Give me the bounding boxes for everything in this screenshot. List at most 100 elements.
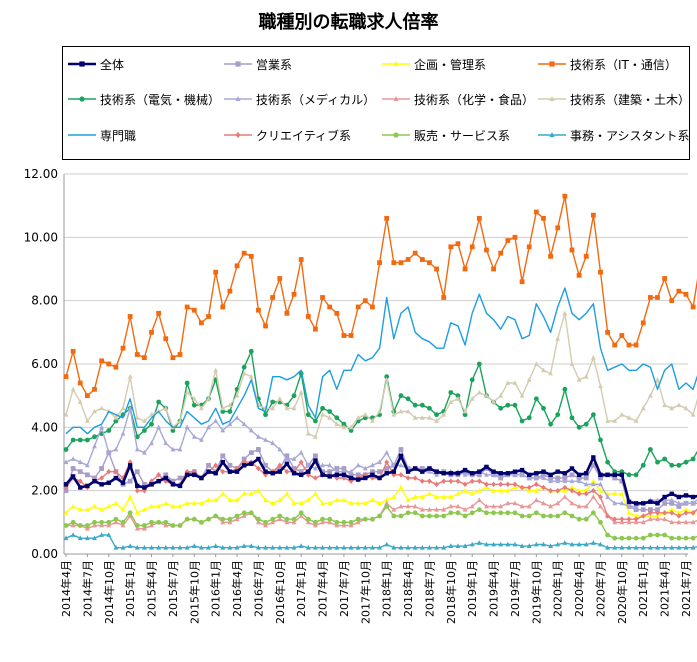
data-point	[469, 377, 475, 383]
data-point	[291, 471, 297, 476]
data-point	[448, 543, 454, 549]
data-point	[434, 513, 439, 519]
data-point	[583, 516, 589, 522]
data-point	[533, 541, 539, 547]
data-point	[334, 310, 340, 316]
x-tick-label: 2020年1月	[551, 560, 565, 617]
data-point	[320, 295, 325, 300]
data-point	[462, 408, 468, 414]
x-tick-label: 2018年4月	[401, 560, 415, 617]
data-point	[548, 503, 553, 509]
data-point	[291, 500, 297, 506]
legend-swatch	[538, 96, 566, 102]
data-point	[569, 513, 575, 519]
data-point	[277, 276, 283, 281]
data-point	[291, 456, 297, 461]
data-point	[227, 409, 233, 414]
data-point	[320, 544, 325, 550]
data-point	[213, 418, 219, 423]
data-point	[313, 465, 318, 471]
data-point	[619, 333, 625, 338]
data-point	[341, 466, 347, 471]
data-point	[92, 386, 97, 392]
legend-item: 技術系（建築・土木）	[537, 89, 690, 109]
data-point	[498, 392, 504, 398]
data-point	[555, 335, 561, 341]
data-point	[669, 405, 675, 411]
data-point	[120, 480, 126, 485]
data-point	[199, 437, 204, 442]
data-point	[669, 519, 675, 525]
data-point	[70, 348, 76, 354]
data-point	[476, 540, 482, 545]
data-point	[519, 484, 525, 491]
x-tick-label: 2015年10月	[187, 560, 201, 624]
data-point	[92, 478, 97, 484]
data-point	[127, 510, 133, 516]
data-point	[476, 478, 482, 484]
data-point	[263, 469, 268, 474]
data-point	[676, 544, 682, 550]
data-point	[448, 471, 454, 476]
data-point	[327, 462, 333, 468]
data-point	[149, 411, 154, 417]
data-point	[305, 314, 311, 319]
data-point	[569, 472, 575, 478]
data-point	[633, 418, 639, 423]
data-point	[199, 405, 204, 411]
data-point	[355, 544, 361, 550]
data-point	[633, 544, 639, 550]
data-point	[220, 453, 226, 459]
data-point	[141, 525, 147, 531]
series-line	[65, 480, 697, 517]
data-point	[491, 541, 496, 547]
legend-swatch	[382, 96, 410, 102]
data-point	[156, 472, 162, 478]
data-point	[334, 472, 340, 478]
data-point	[555, 475, 561, 481]
legend-label: 販売・サービス系	[414, 128, 511, 143]
data-point	[498, 541, 504, 547]
data-point	[334, 466, 340, 471]
data-point	[427, 405, 432, 411]
data-point	[341, 497, 347, 503]
x-tick-label: 2021年7月	[679, 560, 693, 617]
data-point	[248, 253, 254, 259]
data-point	[220, 544, 226, 550]
data-point	[63, 523, 69, 528]
data-point	[213, 367, 219, 373]
data-point	[420, 469, 425, 474]
data-point	[512, 541, 518, 547]
data-point	[170, 446, 176, 452]
data-point	[647, 510, 653, 516]
legend-swatch	[382, 132, 410, 138]
data-point	[362, 516, 368, 522]
data-point	[235, 132, 241, 138]
data-point	[206, 544, 211, 550]
data-point	[393, 96, 399, 102]
data-point	[419, 513, 425, 519]
data-point	[391, 513, 397, 519]
data-point	[655, 507, 660, 513]
data-point	[455, 393, 461, 399]
legend-label: 事務・アシスタント系	[570, 128, 690, 143]
data-point	[605, 494, 611, 499]
data-point	[213, 497, 219, 503]
data-point	[526, 475, 532, 480]
data-point	[84, 437, 90, 443]
data-point	[142, 485, 147, 490]
data-point	[77, 478, 83, 484]
data-point	[249, 461, 254, 466]
data-point	[549, 61, 555, 67]
data-point	[412, 466, 418, 471]
data-point	[92, 522, 97, 528]
data-point	[655, 295, 660, 300]
x-tick-label: 2014年10月	[102, 560, 116, 624]
data-point	[412, 475, 418, 481]
legend-item: 専門職	[67, 125, 136, 145]
data-point	[505, 510, 511, 516]
series-line	[65, 454, 697, 505]
data-point	[320, 516, 325, 522]
data-point	[647, 544, 653, 550]
data-point	[184, 516, 190, 522]
